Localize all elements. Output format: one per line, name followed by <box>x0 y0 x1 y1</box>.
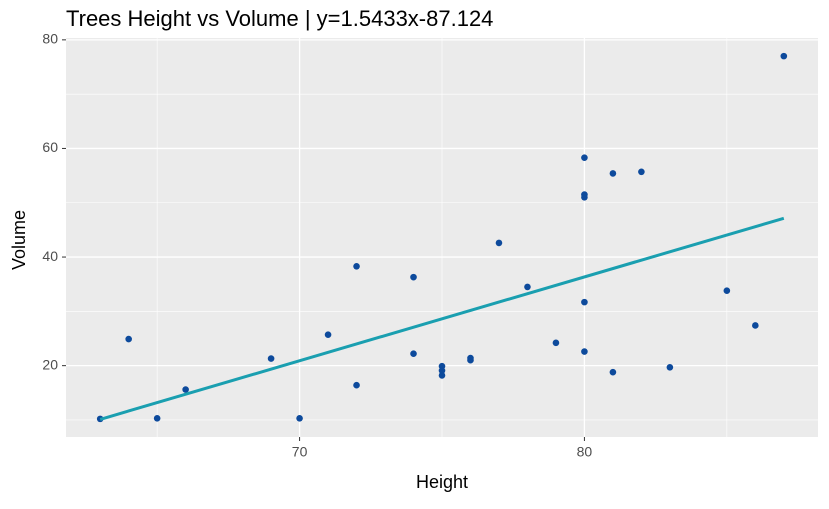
fit-line <box>99 216 785 421</box>
point <box>125 335 132 343</box>
x-tick-label: 80 <box>577 444 593 460</box>
point <box>267 355 275 362</box>
point <box>495 239 503 247</box>
point <box>324 331 332 338</box>
point <box>438 372 446 379</box>
y-tick-label: 40 <box>42 248 58 264</box>
point <box>410 350 417 358</box>
point <box>723 287 731 295</box>
point <box>353 262 360 270</box>
y-tick-label: 80 <box>42 31 58 47</box>
point <box>581 348 588 355</box>
point <box>780 52 788 60</box>
x-tick-label: 70 <box>292 444 308 460</box>
point <box>296 415 303 422</box>
point <box>638 168 645 176</box>
point <box>609 170 617 177</box>
x-axis-label: Height <box>416 472 468 492</box>
y-tick-label: 60 <box>42 139 58 155</box>
point <box>438 367 446 374</box>
point <box>153 415 161 422</box>
point <box>581 194 588 201</box>
chart-title: Trees Height vs Volume | y=1.5433x-87.12… <box>66 6 493 31</box>
point <box>410 273 417 281</box>
point <box>752 322 759 329</box>
point <box>581 154 588 161</box>
y-tick-label: 20 <box>42 356 58 372</box>
point <box>467 354 474 362</box>
point <box>552 339 560 347</box>
point <box>353 381 360 389</box>
point <box>609 368 617 376</box>
point <box>524 283 531 291</box>
point <box>581 298 588 306</box>
point <box>182 386 189 393</box>
y-axis-label: Volume <box>9 210 29 270</box>
point <box>666 363 674 371</box>
